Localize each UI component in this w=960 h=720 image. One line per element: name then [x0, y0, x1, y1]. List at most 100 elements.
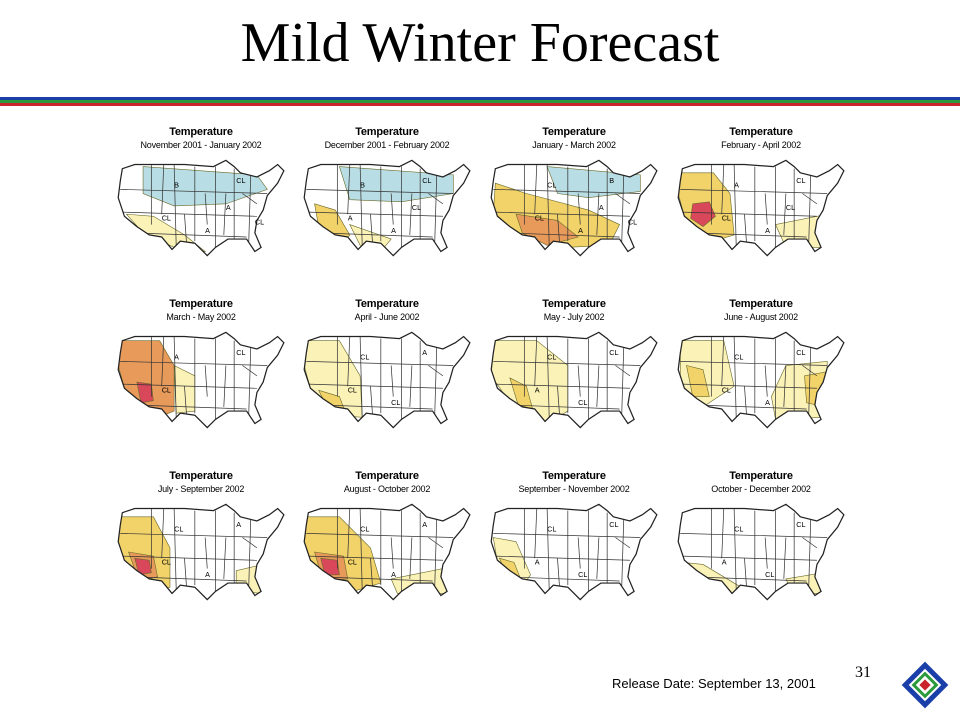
- state-boundary: [764, 193, 768, 225]
- state-boundary: [682, 211, 817, 217]
- map-title: Temperature: [169, 298, 233, 310]
- state-boundary: [744, 558, 747, 588]
- map-title: Temperature: [729, 126, 793, 138]
- forecast-zone-above-normal-max: [320, 557, 340, 576]
- map-zone-label: A: [205, 570, 210, 579]
- state-boundary: [204, 193, 208, 225]
- map-period: October - December 2002: [711, 484, 811, 494]
- state-boundary: [615, 537, 631, 549]
- state-boundary: [132, 232, 247, 238]
- us-map-outline: [490, 159, 658, 257]
- state-boundary: [306, 189, 454, 194]
- state-boundary: [721, 336, 725, 387]
- state-boundary: [557, 214, 560, 244]
- map-zone-label: CL: [162, 213, 171, 222]
- state-boundary: [493, 533, 641, 538]
- map-title: Temperature: [542, 298, 606, 310]
- us-map: CL CL A CL: [490, 503, 658, 601]
- state-boundary: [409, 537, 413, 579]
- forecast-zone-above-normal-max: [134, 557, 152, 576]
- state-boundary: [409, 365, 413, 407]
- state-boundary: [615, 365, 631, 377]
- state-boundary: [682, 383, 817, 389]
- map-zone-label: CL: [236, 348, 245, 357]
- map-zone-label: A: [174, 352, 179, 361]
- state-boundary: [680, 189, 828, 194]
- state-boundary: [122, 211, 257, 217]
- state-boundary: [808, 518, 812, 590]
- state-boundary: [808, 346, 812, 418]
- us-map: CL CL A CL: [490, 331, 658, 429]
- map-zone-label: A: [535, 385, 540, 394]
- us-map-outline: [303, 331, 471, 429]
- us-map: CL CL A CL: [677, 503, 845, 601]
- state-boundary: [692, 576, 807, 582]
- map-zone-label: CL: [734, 352, 743, 361]
- state-boundary: [621, 346, 625, 418]
- us-map: CL B CL A A CL: [490, 159, 658, 257]
- state-boundary: [347, 508, 351, 559]
- state-boundary: [733, 508, 737, 590]
- state-boundary: [308, 383, 443, 389]
- map-zone-label: CL: [722, 213, 731, 222]
- map-title: Temperature: [542, 470, 606, 482]
- state-boundary: [505, 232, 620, 238]
- state-boundary: [493, 361, 641, 366]
- map-zone-label: A: [599, 203, 604, 212]
- map-zone-label: A: [348, 213, 353, 222]
- page-number: 31: [855, 664, 871, 681]
- us-map-outline: [677, 331, 845, 429]
- us-map: CL A CL A: [303, 503, 471, 601]
- us-map-outline: [490, 331, 658, 429]
- state-boundary: [132, 576, 247, 582]
- state-boundary: [495, 383, 630, 389]
- map-zone-label: A: [734, 180, 739, 189]
- map-zone-label: A: [422, 520, 427, 529]
- forecast-map-panel: Temperature May - July 2002 CL CL A CL: [481, 290, 667, 460]
- state-boundary: [120, 361, 268, 366]
- map-period: June - August 2002: [724, 312, 798, 322]
- map-title: Temperature: [355, 470, 419, 482]
- state-boundary: [692, 232, 807, 238]
- state-boundary: [359, 336, 363, 418]
- state-boundary: [318, 576, 433, 582]
- map-period: August - October 2002: [343, 484, 431, 494]
- state-boundary: [783, 365, 787, 407]
- map-zone-label: A: [535, 557, 540, 566]
- forecast-map-panel: Temperature August - October 2002 CL A CL A: [294, 462, 480, 632]
- state-boundary: [783, 193, 787, 235]
- forecast-map-panel: Temperature November 2001 - January 2002 B…: [108, 118, 294, 288]
- state-boundary: [359, 164, 363, 246]
- state-boundary: [242, 537, 258, 549]
- map-zone-label: CL: [348, 557, 357, 566]
- state-boundary: [248, 174, 252, 246]
- forecast-map-panel: Temperature October - December 2002 CL CL A C…: [668, 462, 854, 632]
- state-boundary: [680, 361, 828, 366]
- state-boundary: [802, 365, 818, 377]
- forecast-map-panel: Temperature September - November 2002 CL CL…: [481, 462, 667, 632]
- map-zone-label: A: [205, 226, 210, 235]
- map-zone-label: B: [174, 180, 179, 189]
- us-map: CL A CL A: [117, 503, 285, 601]
- state-boundary: [495, 555, 630, 561]
- forecast-map-panel: Temperature April - June 2002 CL A CL CL: [294, 290, 480, 460]
- map-zone-label: CL: [255, 218, 264, 227]
- map-zone-label: B: [360, 180, 365, 189]
- state-boundary: [434, 346, 438, 418]
- state-boundary: [173, 508, 177, 590]
- map-period: February - April 2002: [721, 140, 801, 150]
- state-boundary: [764, 365, 768, 397]
- map-period: September - November 2002: [518, 484, 630, 494]
- map-period: April - June 2002: [354, 312, 420, 322]
- state-boundary: [764, 537, 768, 569]
- state-boundary: [204, 537, 208, 569]
- state-boundary: [120, 533, 268, 538]
- state-boundary: [493, 189, 641, 194]
- map-zone-label: A: [722, 557, 727, 566]
- map-title: Temperature: [169, 126, 233, 138]
- map-title: Temperature: [729, 470, 793, 482]
- map-zone-label: CL: [535, 213, 544, 222]
- state-boundary: [347, 164, 351, 215]
- title-rule-green: [0, 100, 960, 103]
- state-boundary: [534, 508, 538, 559]
